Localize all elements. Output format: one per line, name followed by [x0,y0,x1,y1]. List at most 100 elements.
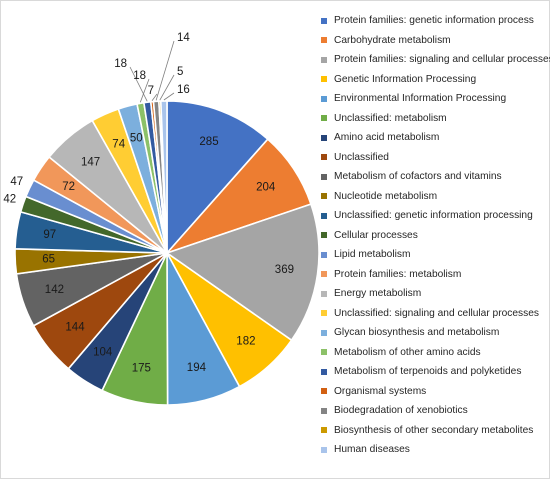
slice-value-label: 369 [275,264,294,276]
leader-line [139,78,150,103]
legend-item-human-diseases: Human diseases [321,440,549,460]
legend-swatch [321,212,327,219]
legend-swatch [321,446,327,453]
legend-item-metabolism-of-cofactors-and-vitamins: Metabolism of cofactors and vitamins [321,167,549,187]
legend-label: Protein families: metabolism [334,268,462,280]
slice-value-label: 182 [236,336,255,348]
legend-label: Energy metabolism [334,288,422,300]
legend-item-metabolism-of-terpenoids-and-polyketides: Metabolism of terpenoids and polyketides [321,362,549,382]
legend-label: Environmental Information Processing [334,93,507,105]
slice-value-label: 97 [43,229,56,241]
slice-value-label: 65 [42,254,55,266]
legend-item-protein-families-metabolism: Protein families: metabolism [321,265,549,285]
legend-swatch [321,115,327,122]
legend-item-biosynthesis-of-other-secondary-metabolites: Biosynthesis of other secondary metaboli… [321,421,549,441]
slice-value-label: 5 [177,66,183,78]
slice-value-label: 16 [177,84,190,96]
slice-value-label: 18 [133,70,146,82]
legend-item-protein-families-signaling-and-cellular-processes: Protein families: signaling and cellular… [321,50,550,70]
legend-item-unclassified: Unclassified [321,148,549,168]
legend-label: Biosynthesis of other secondary metaboli… [334,424,534,436]
legend-item-environmental-information-processing: Environmental Information Processing [321,89,549,109]
leader-line [129,66,148,102]
legend-item-glycan-biosynthesis-and-metabolism: Glycan biosynthesis and metabolism [321,323,549,343]
legend-swatch [321,95,327,102]
legend-item-nucleotide-metabolism: Nucleotide metabolism [321,187,549,207]
legend-item-amino-acid-metabolism: Amino acid metabolism [321,128,549,148]
legend-swatch [321,232,327,239]
legend-swatch [321,329,327,336]
legend-label: Unclassified: signaling and cellular pro… [334,307,539,319]
legend-label: Biodegradation of xenobiotics [334,405,468,417]
legend-swatch [321,310,327,317]
legend-item-protein-families-genetic-information-process: Protein families: genetic information pr… [321,11,549,31]
legend-swatch [321,154,327,161]
legend-label: Amino acid metabolism [334,132,440,144]
legend-label: Carbohydrate metabolism [334,34,451,46]
leader-line [163,92,175,101]
pie-slice-human-diseases [159,100,168,254]
slice-value-label: 147 [81,156,100,168]
legend-swatch [321,290,327,297]
legend-swatch [321,368,327,375]
leader-line [151,93,158,101]
legend-swatch [321,37,327,44]
legend-label: Cellular processes [334,229,418,241]
legend-item-unclassified-genetic-information-processing: Unclassified: genetic information proces… [321,206,549,226]
legend-swatch [321,427,327,434]
legend-swatch [321,76,327,83]
slice-value-label: 18 [114,58,127,70]
legend-label: Glycan biosynthesis and metabolism [334,327,500,339]
legend-label: Metabolism of terpenoids and polyketides [334,366,522,378]
slice-value-label: 285 [199,136,218,148]
slice-value-label: 47 [10,176,23,188]
slice-value-label: 104 [93,347,113,359]
legend-label: Genetic Information Processing [334,73,477,85]
legend-label: Unclassified [334,151,389,163]
slice-value-label: 204 [256,181,276,193]
legend-label: Protein families: genetic information pr… [334,15,534,27]
chart-legend: Protein families: genetic information pr… [321,11,550,460]
slice-value-label: 50 [130,133,143,145]
legend-label: Human diseases [334,444,410,456]
slice-value-label: 72 [62,181,75,193]
leader-line [159,74,175,101]
leader-line [155,40,175,101]
legend-label: Organismal systems [334,385,427,397]
slice-value-label: 14 [177,32,190,44]
legend-label: Metabolism of cofactors and vitamins [334,171,502,183]
legend-item-unclassified-metabolism: Unclassified: metabolism [321,109,549,129]
legend-swatch [321,134,327,141]
legend-swatch [321,56,327,63]
legend-item-genetic-information-processing: Genetic Information Processing [321,70,549,90]
legend-label: Nucleotide metabolism [334,190,438,202]
slice-value-label: 74 [112,139,125,151]
legend-label: Metabolism of other amino acids [334,346,481,358]
legend-item-unclassified-signaling-and-cellular-processes: Unclassified: signaling and cellular pro… [321,304,549,324]
legend-item-lipid-metabolism: Lipid metabolism [321,245,549,265]
legend-swatch [321,251,327,258]
legend-item-energy-metabolism: Energy metabolism [321,284,549,304]
slice-value-label: 144 [65,322,85,334]
legend-item-metabolism-of-other-amino-acids: Metabolism of other amino acids [321,343,549,363]
legend-label: Protein families: signaling and cellular… [334,54,550,66]
legend-item-cellular-processes: Cellular processes [321,226,549,246]
slice-value-label: 175 [132,363,151,375]
legend-swatch [321,407,327,414]
slice-value-label: 42 [3,194,16,206]
slice-value-label: 142 [45,284,64,296]
slice-value-label: 194 [187,362,207,374]
legend-swatch [321,17,327,24]
legend-label: Lipid metabolism [334,249,411,261]
legend-item-carbohydrate-metabolism: Carbohydrate metabolism [321,31,549,51]
legend-swatch [321,271,327,278]
slice-value-label: 7 [148,85,154,97]
legend-item-organismal-systems: Organismal systems [321,382,549,402]
legend-swatch [321,193,327,200]
legend-swatch [321,388,327,395]
legend-label: Unclassified: genetic information proces… [334,210,533,222]
legend-label: Unclassified: metabolism [334,112,447,124]
pie-slice-protein-families-signaling-and-cellular-processes [165,203,320,342]
